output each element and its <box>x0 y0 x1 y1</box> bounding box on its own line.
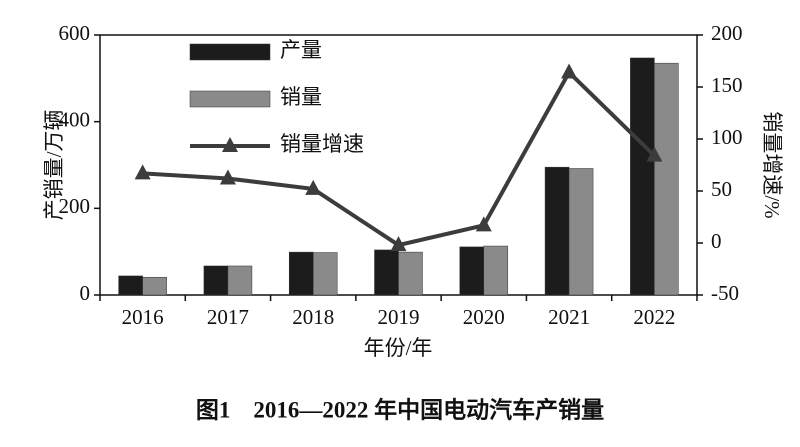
bar <box>118 275 143 296</box>
legend-label: 产量 <box>280 38 322 62</box>
x-tick-label: 2022 <box>633 305 675 329</box>
caption: 图1 2016—2022 年中国电动汽车产销量 <box>196 396 604 422</box>
bar <box>398 251 423 296</box>
x-tick-label: 2017 <box>207 305 249 329</box>
marker <box>390 236 407 252</box>
legend-label: 销量 <box>280 85 322 109</box>
y2-tick-label: -50 <box>711 281 739 305</box>
y2-tick-label: 200 <box>711 21 743 45</box>
bar <box>568 168 594 296</box>
marker <box>646 146 663 162</box>
y-tick-label: 0 <box>80 281 91 305</box>
bar <box>544 166 570 296</box>
marker <box>219 169 236 185</box>
legend-swatch <box>222 137 238 152</box>
bar <box>312 252 338 296</box>
bar <box>459 246 485 296</box>
x-axis-label: 年份/年 <box>364 336 433 360</box>
y-tick-label: 600 <box>59 21 91 45</box>
bar <box>203 265 229 296</box>
marker <box>305 179 322 195</box>
legend-swatch <box>189 43 271 61</box>
bar <box>227 265 253 296</box>
bar <box>654 62 679 296</box>
marker <box>134 164 151 180</box>
y2-tick-label: 150 <box>711 73 743 97</box>
bar <box>374 249 399 296</box>
x-tick-label: 2020 <box>463 305 505 329</box>
y2-tick-label: 0 <box>711 229 722 253</box>
y-tick-label: 200 <box>59 194 91 218</box>
y2-axis-label: 销量增速/% <box>760 111 784 218</box>
bar <box>288 251 314 296</box>
marker <box>561 63 578 79</box>
bar <box>483 245 509 296</box>
x-tick-label: 2016 <box>122 305 164 329</box>
bar <box>142 276 167 296</box>
x-tick-label: 2019 <box>378 305 420 329</box>
bar <box>630 57 655 296</box>
y-tick-label: 400 <box>59 107 91 131</box>
y2-tick-label: 100 <box>711 125 743 149</box>
legend-label: 销量增速 <box>280 132 364 156</box>
marker <box>475 216 492 232</box>
x-tick-label: 2021 <box>548 305 590 329</box>
y2-tick-label: 50 <box>711 177 732 201</box>
y-axis-label: 产销量/万辆 <box>42 110 66 221</box>
legend-swatch <box>189 90 271 108</box>
x-tick-label: 2018 <box>292 305 334 329</box>
